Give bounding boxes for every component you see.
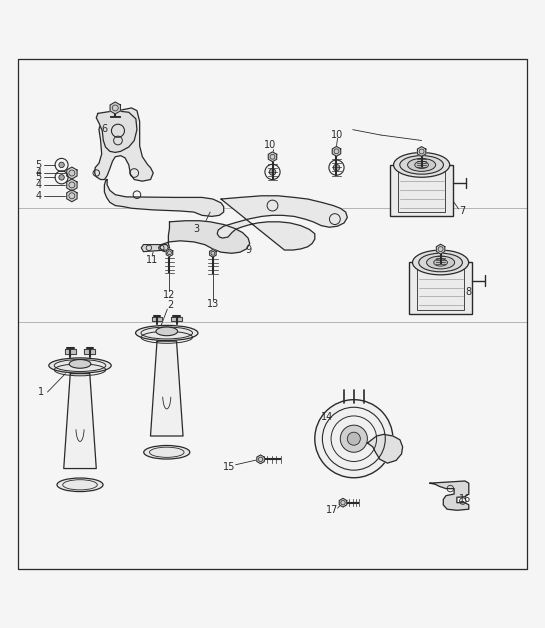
Polygon shape — [437, 244, 445, 254]
Polygon shape — [367, 435, 403, 463]
Polygon shape — [141, 244, 168, 252]
Bar — [417, 269, 464, 310]
Ellipse shape — [69, 360, 91, 368]
Ellipse shape — [408, 158, 435, 171]
Ellipse shape — [400, 156, 444, 174]
Polygon shape — [84, 349, 95, 354]
Text: 12: 12 — [164, 290, 175, 300]
Ellipse shape — [156, 327, 178, 336]
Circle shape — [315, 399, 393, 478]
Ellipse shape — [427, 256, 455, 269]
Polygon shape — [339, 499, 347, 507]
Text: 14: 14 — [320, 412, 333, 422]
Ellipse shape — [419, 253, 462, 272]
Text: 13: 13 — [207, 299, 219, 309]
Polygon shape — [65, 349, 76, 354]
Ellipse shape — [393, 153, 450, 177]
Text: 4: 4 — [35, 180, 41, 190]
Ellipse shape — [49, 358, 111, 373]
Ellipse shape — [144, 445, 190, 459]
Polygon shape — [152, 317, 162, 321]
Text: 8: 8 — [466, 288, 472, 297]
Text: 5: 5 — [35, 160, 41, 170]
Polygon shape — [171, 317, 182, 321]
Text: 2: 2 — [167, 300, 174, 310]
Polygon shape — [166, 249, 173, 256]
Polygon shape — [217, 196, 347, 250]
Polygon shape — [150, 341, 183, 436]
Text: 1: 1 — [38, 387, 44, 397]
Circle shape — [269, 169, 276, 175]
Polygon shape — [332, 146, 341, 156]
Polygon shape — [66, 167, 77, 179]
Ellipse shape — [57, 478, 103, 492]
Text: 10: 10 — [264, 140, 276, 150]
Polygon shape — [160, 220, 250, 253]
Polygon shape — [257, 455, 264, 463]
Polygon shape — [105, 180, 223, 217]
Text: 10: 10 — [331, 129, 344, 139]
Polygon shape — [66, 179, 77, 191]
Ellipse shape — [415, 161, 428, 168]
Circle shape — [333, 165, 340, 171]
Circle shape — [59, 162, 64, 168]
Text: 17: 17 — [326, 506, 338, 516]
Ellipse shape — [413, 250, 469, 275]
Polygon shape — [95, 108, 153, 181]
Polygon shape — [430, 481, 469, 511]
Bar — [409, 263, 472, 314]
Bar — [390, 165, 453, 217]
Text: 4: 4 — [35, 168, 41, 178]
Ellipse shape — [136, 325, 198, 340]
Text: 6: 6 — [101, 124, 107, 134]
Circle shape — [347, 432, 360, 445]
Text: 4: 4 — [35, 191, 41, 201]
Text: 9: 9 — [246, 245, 252, 255]
Polygon shape — [66, 190, 77, 202]
Polygon shape — [96, 111, 137, 153]
Text: 16: 16 — [459, 494, 471, 504]
Polygon shape — [210, 249, 216, 257]
Circle shape — [340, 425, 367, 452]
Ellipse shape — [434, 259, 447, 266]
Polygon shape — [110, 102, 120, 114]
Text: 3: 3 — [193, 224, 199, 234]
Bar — [398, 171, 445, 212]
Circle shape — [59, 175, 64, 180]
Polygon shape — [268, 152, 277, 161]
Text: 11: 11 — [146, 255, 158, 265]
Text: 5: 5 — [35, 172, 41, 182]
Text: 15: 15 — [223, 462, 235, 472]
Polygon shape — [417, 146, 426, 156]
Text: 7: 7 — [459, 206, 465, 216]
Polygon shape — [64, 374, 96, 468]
